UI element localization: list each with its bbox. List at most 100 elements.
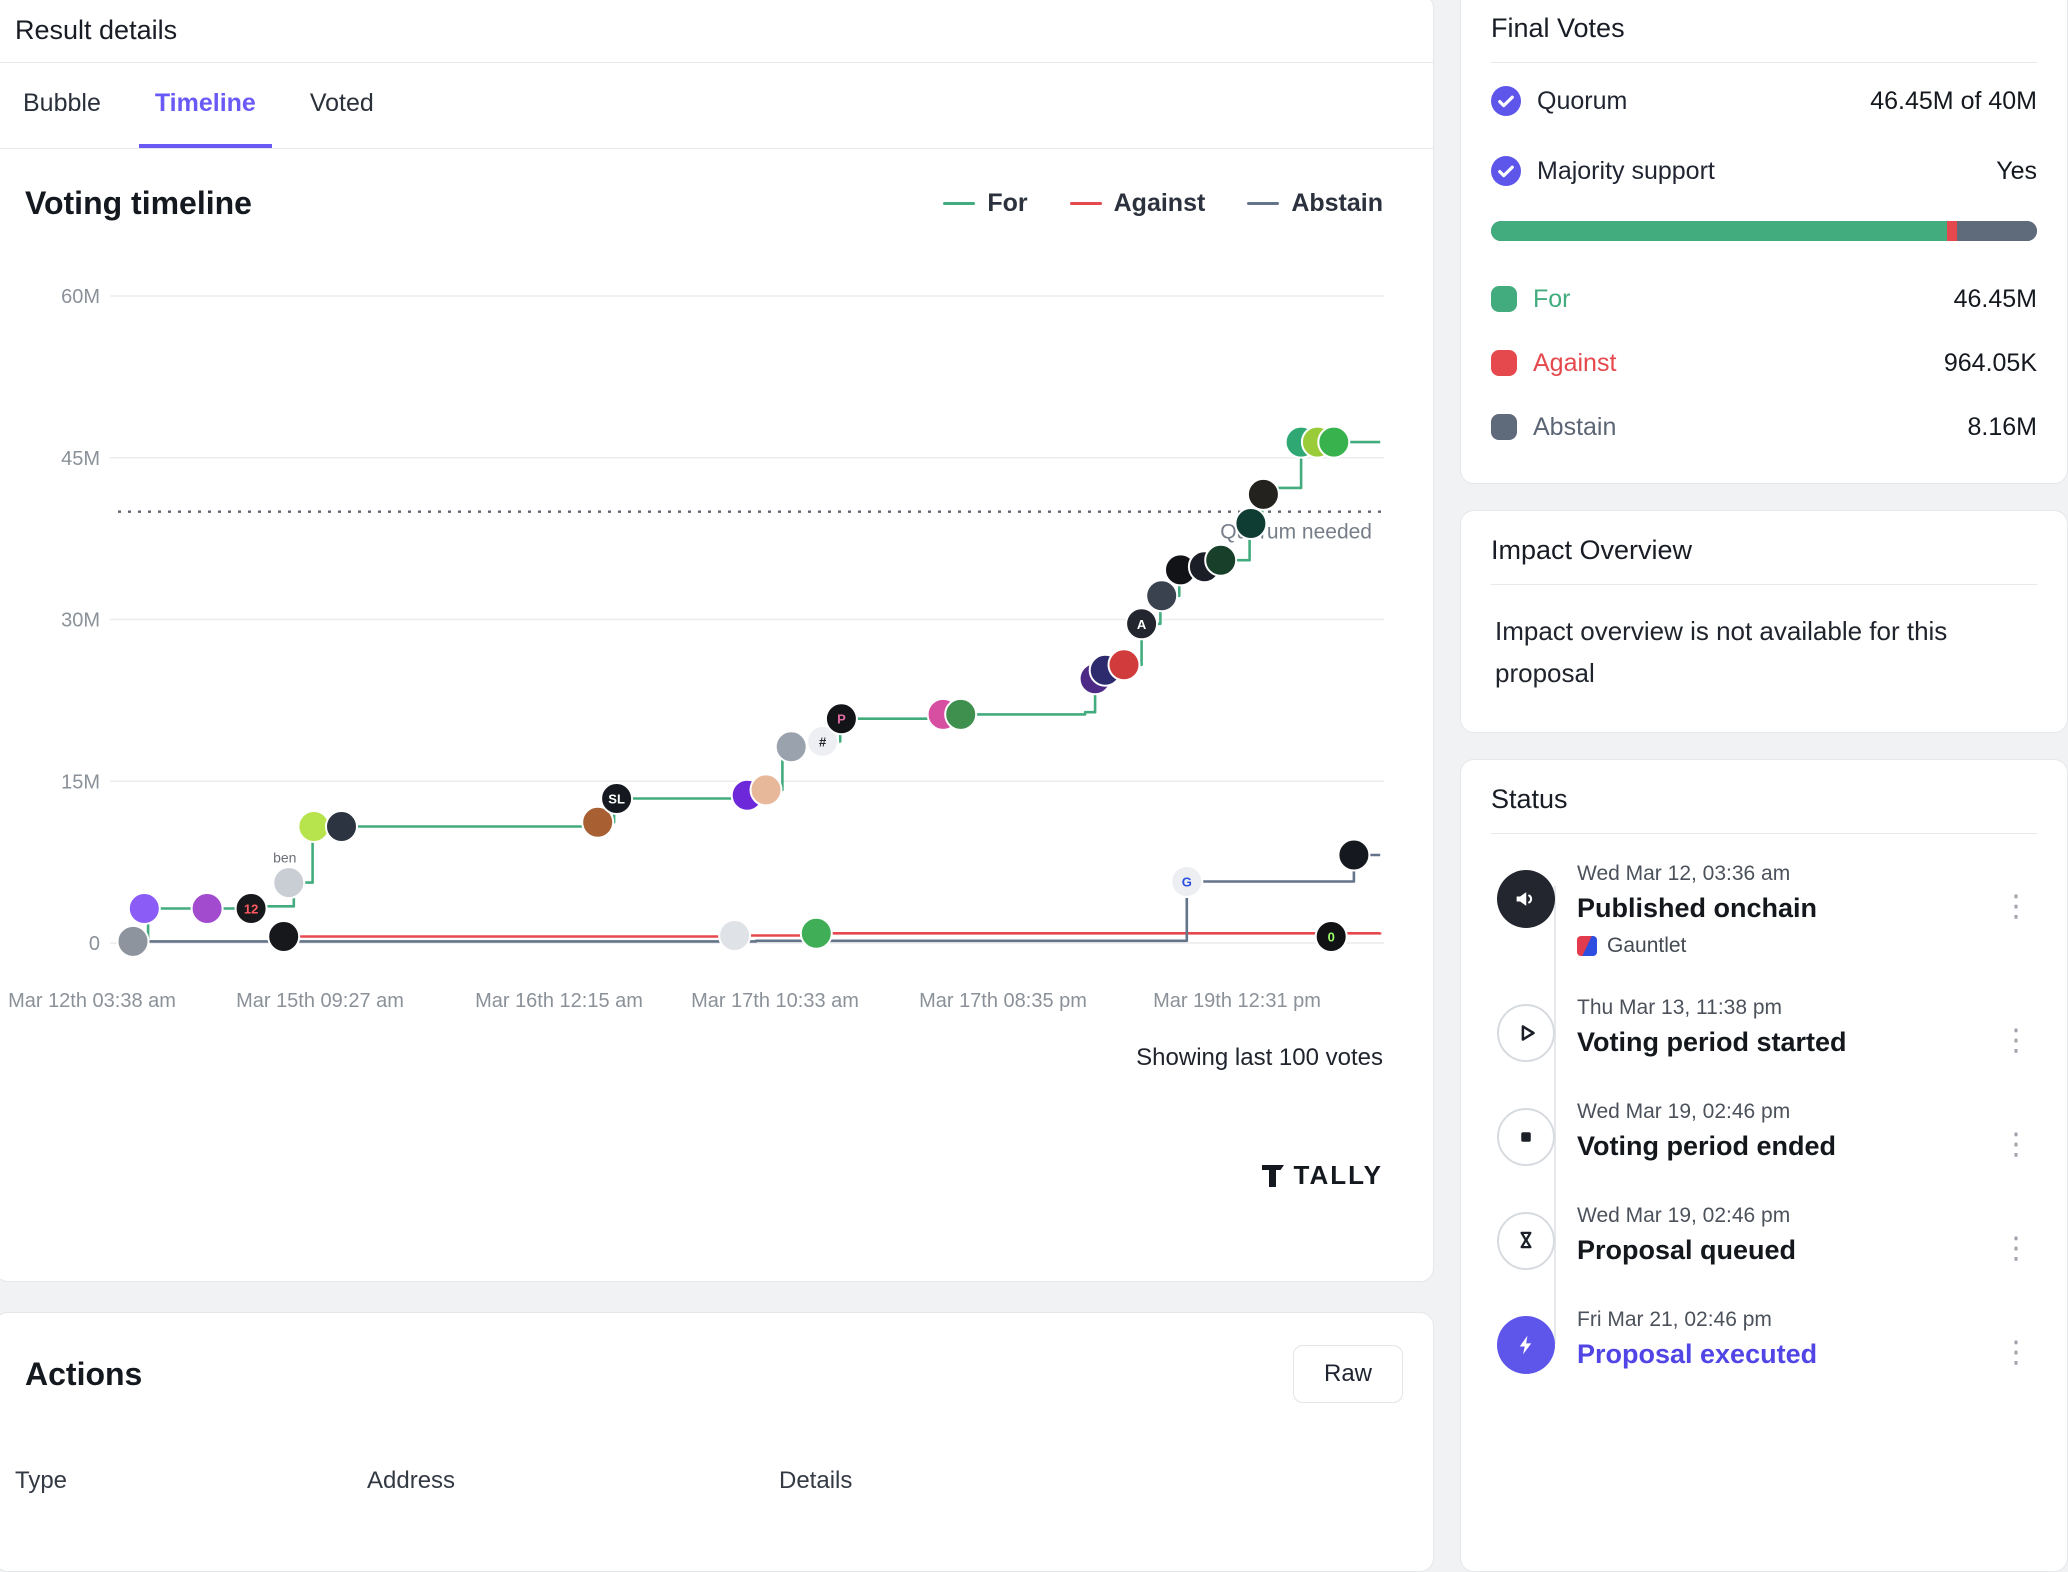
against-value: 964.05K <box>1943 348 2037 377</box>
svg-text:G: G <box>1182 875 1192 890</box>
bar-segment-for <box>1491 221 1948 241</box>
voter-avatar <box>944 697 978 731</box>
tally-logo: TALLY <box>0 1160 1433 1191</box>
svg-text:ben: ben <box>273 850 296 866</box>
result-details-title: Result details <box>15 15 178 45</box>
legend-abstain: Abstain <box>1247 189 1383 218</box>
tally-mark-icon <box>1261 1164 1284 1187</box>
kebab-menu[interactable]: ⋮ <box>2001 1024 2031 1058</box>
raw-button[interactable]: Raw <box>1292 1345 1403 1403</box>
abstain-label: Abstain <box>1533 412 1617 441</box>
against-label: Against <box>1533 348 1617 377</box>
for-row: For 46.45M <box>1491 267 2037 331</box>
final-votes-title: Final Votes <box>1491 13 2037 63</box>
voter-avatar <box>1145 579 1179 613</box>
abstain-swatch <box>1491 414 1517 440</box>
svg-text:Mar 19th 12:31 pm: Mar 19th 12:31 pm <box>1153 990 1321 1012</box>
result-details-card: Result details Bubble Timeline Voted Vot… <box>0 0 1434 1282</box>
status-item-title: Proposal executed <box>1577 1339 1818 1370</box>
status-item-published: Wed Mar 12, 03:36 am Published onchain G… <box>1491 862 2037 958</box>
timeline-connector <box>1554 886 1556 1345</box>
legend-for: For <box>943 189 1028 218</box>
vote-split-bar <box>1491 221 2037 241</box>
svg-text:15M: 15M <box>61 771 100 793</box>
status-item-title: Voting period ended <box>1577 1131 1836 1162</box>
svg-text:P: P <box>837 712 846 727</box>
for-swatch <box>1491 286 1517 312</box>
result-details-header: Result details <box>0 0 1433 63</box>
check-circle-icon <box>1491 156 1521 186</box>
final-votes-card: Final Votes Quorum 46.45M of 40M Majorit… <box>1460 0 2068 484</box>
svg-text:0: 0 <box>1328 930 1335 945</box>
status-date: Fri Mar 21, 02:46 pm <box>1577 1308 1772 1332</box>
column-address: Address <box>367 1467 456 1494</box>
status-card: Status Wed Mar 12, 03:36 am Published on… <box>1460 759 2068 1572</box>
voting-timeline-chart[interactable]: 60M 45M 30M 15M 0 Mar 12th 03:38 am Mar 15th 0… <box>0 232 1433 1042</box>
gauntlet-logo <box>1577 936 1597 957</box>
voter-avatar <box>325 810 358 843</box>
main-column: Result details Bubble Timeline Voted Vot… <box>0 0 1434 1572</box>
voter-avatar <box>718 919 752 952</box>
bar-segment-against <box>1947 221 1957 241</box>
voter-avatar <box>774 730 808 764</box>
result-tabs: Bubble Timeline Voted <box>0 63 1433 149</box>
voter-avatar <box>1234 507 1268 540</box>
voter-avatar <box>1170 865 1204 898</box>
svg-text:30M: 30M <box>61 610 100 632</box>
quorum-line: Quorum needed <box>118 510 1384 544</box>
voter-avatar <box>600 782 634 815</box>
kebab-menu[interactable]: ⋮ <box>2001 1232 2031 1266</box>
chart-legend: For Against Abstain <box>943 189 1383 218</box>
voter-avatar <box>116 924 150 958</box>
svg-text:Mar 17th 08:35 pm: Mar 17th 08:35 pm <box>919 990 1087 1012</box>
for-label: For <box>1533 284 1571 313</box>
status-proposer: Gauntlet <box>1577 934 1817 958</box>
for-line-swatch <box>943 202 976 205</box>
column-type: Type <box>15 1467 68 1494</box>
majority-label: Majority support <box>1537 156 1715 185</box>
tab-timeline[interactable]: Timeline <box>138 63 272 148</box>
actions-header: Actions Raw <box>11 1345 1403 1403</box>
voter-avatar <box>749 773 783 807</box>
voter-avatar <box>1204 543 1238 577</box>
voter-avatar <box>1317 425 1351 459</box>
voter-avatar <box>1337 838 1371 872</box>
voter-avatars[interactable]: 12 ben SL # P A 0 G <box>116 425 1371 958</box>
voter-avatar <box>297 810 331 843</box>
tab-voted[interactable]: Voted <box>294 63 390 148</box>
impact-overview-title: Impact Overview <box>1491 535 2037 585</box>
voter-avatar <box>190 892 224 925</box>
kebab-menu[interactable]: ⋮ <box>2001 1128 2031 1162</box>
majority-row: Majority support Yes <box>1491 139 2037 203</box>
status-date: Wed Mar 12, 03:36 am <box>1577 862 1791 886</box>
status-title: Status <box>1491 784 2037 835</box>
voter-avatar <box>127 892 161 925</box>
status-date: Wed Mar 19, 02:46 pm <box>1577 1204 1791 1228</box>
actions-card: Actions Raw Type Address Details <box>0 1312 1434 1572</box>
megaphone-icon <box>1497 870 1555 929</box>
status-item-executed: Fri Mar 21, 02:46 pm Proposal executed ⋮ <box>1491 1308 2037 1375</box>
chart-header: Voting timeline For Against Abstain <box>0 149 1433 232</box>
kebab-menu[interactable]: ⋮ <box>2001 890 2031 924</box>
voter-avatar <box>267 920 301 953</box>
bolt-icon <box>1497 1316 1555 1375</box>
proposer-name[interactable]: Gauntlet <box>1607 934 1687 958</box>
kebab-menu[interactable]: ⋮ <box>2001 1336 2031 1370</box>
voter-avatar <box>806 724 840 758</box>
for-value: 46.45M <box>1953 284 2037 313</box>
tab-bubble[interactable]: Bubble <box>7 63 117 148</box>
legend-against: Against <box>1069 189 1205 218</box>
svg-text:Mar 16th 12:15 am: Mar 16th 12:15 am <box>475 990 643 1012</box>
svg-text:60M: 60M <box>61 286 100 308</box>
svg-text:12: 12 <box>244 902 258 917</box>
showing-votes-note: Showing last 100 votes <box>1136 1044 1383 1071</box>
voter-avatar <box>1246 477 1280 511</box>
svg-text:SL: SL <box>608 792 625 807</box>
impact-overview-body: Impact overview is not available for thi… <box>1495 616 1948 688</box>
status-date: Wed Mar 19, 02:46 pm <box>1577 1100 1791 1124</box>
svg-text:Mar 17th 10:33 am: Mar 17th 10:33 am <box>691 990 859 1012</box>
against-row: Against 964.05K <box>1491 331 2037 395</box>
sidebar-column: Final Votes Quorum 46.45M of 40M Majorit… <box>1460 0 2068 1572</box>
status-item-title: Voting period started <box>1577 1027 1847 1058</box>
